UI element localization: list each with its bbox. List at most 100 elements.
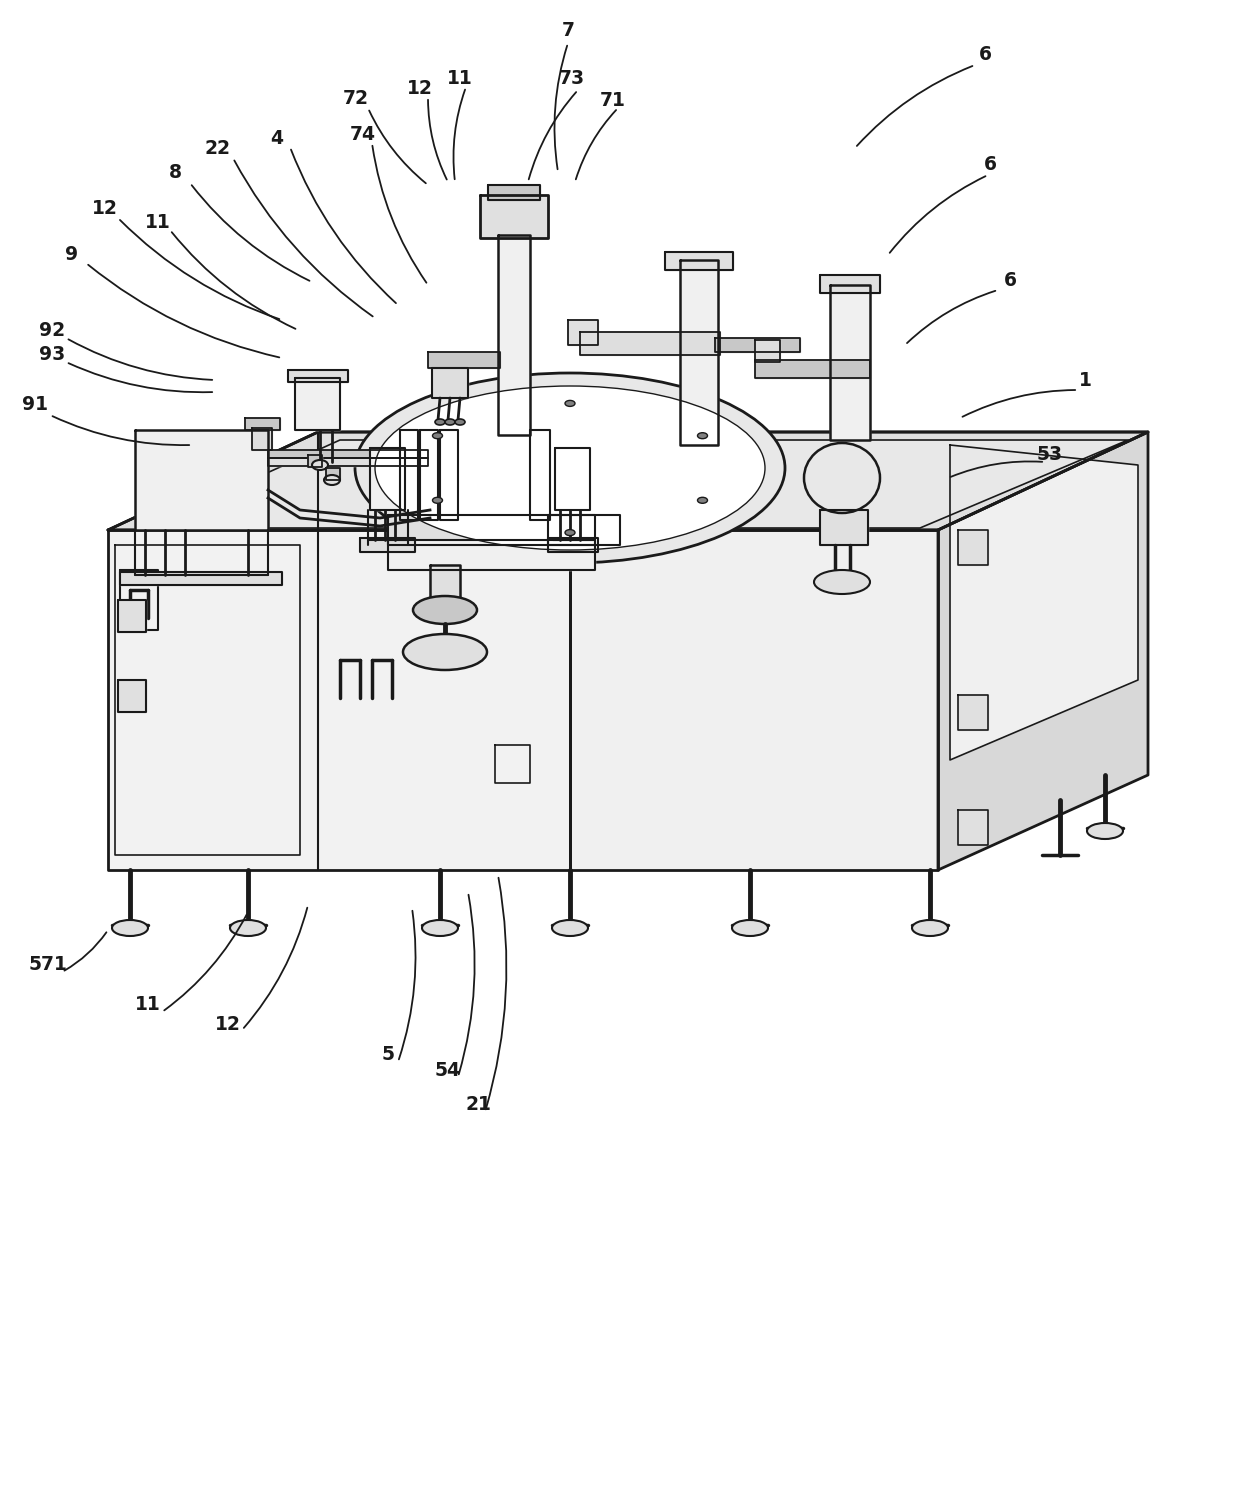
Polygon shape bbox=[570, 530, 937, 870]
Ellipse shape bbox=[433, 498, 443, 503]
Ellipse shape bbox=[1087, 823, 1123, 840]
Polygon shape bbox=[665, 252, 733, 270]
Ellipse shape bbox=[565, 400, 575, 406]
Polygon shape bbox=[120, 572, 281, 586]
Ellipse shape bbox=[565, 529, 575, 536]
Ellipse shape bbox=[112, 920, 148, 937]
Ellipse shape bbox=[445, 418, 455, 424]
Ellipse shape bbox=[312, 460, 329, 471]
Text: 4: 4 bbox=[270, 128, 284, 148]
Polygon shape bbox=[580, 332, 720, 356]
Polygon shape bbox=[108, 432, 1148, 530]
Text: 71: 71 bbox=[600, 91, 626, 109]
Text: 8: 8 bbox=[169, 163, 181, 182]
Text: 1: 1 bbox=[1079, 371, 1091, 390]
Text: 12: 12 bbox=[215, 1016, 241, 1034]
Polygon shape bbox=[118, 680, 146, 713]
Ellipse shape bbox=[403, 633, 487, 669]
Ellipse shape bbox=[374, 385, 765, 550]
Polygon shape bbox=[360, 538, 415, 551]
Text: 73: 73 bbox=[559, 69, 585, 88]
Text: 5: 5 bbox=[382, 1046, 394, 1065]
Polygon shape bbox=[489, 185, 539, 200]
Text: 11: 11 bbox=[145, 212, 171, 232]
Text: 7: 7 bbox=[562, 21, 574, 39]
Ellipse shape bbox=[732, 920, 768, 937]
Text: 53: 53 bbox=[1037, 445, 1063, 465]
Polygon shape bbox=[820, 509, 868, 545]
Text: 92: 92 bbox=[38, 321, 64, 339]
Polygon shape bbox=[715, 338, 800, 353]
Polygon shape bbox=[432, 368, 467, 397]
Text: 6: 6 bbox=[983, 155, 997, 175]
Ellipse shape bbox=[813, 571, 870, 595]
Ellipse shape bbox=[552, 920, 588, 937]
Polygon shape bbox=[268, 459, 428, 466]
Polygon shape bbox=[568, 320, 598, 345]
Text: 11: 11 bbox=[135, 995, 161, 1014]
Ellipse shape bbox=[355, 374, 785, 563]
Polygon shape bbox=[830, 285, 870, 441]
Polygon shape bbox=[548, 515, 620, 545]
Polygon shape bbox=[959, 530, 988, 565]
Polygon shape bbox=[680, 260, 718, 445]
Text: 571: 571 bbox=[29, 956, 67, 974]
Ellipse shape bbox=[422, 920, 458, 937]
Polygon shape bbox=[246, 418, 280, 430]
Ellipse shape bbox=[698, 498, 708, 503]
Ellipse shape bbox=[804, 444, 880, 512]
Polygon shape bbox=[145, 441, 1128, 527]
Text: 11: 11 bbox=[448, 69, 472, 88]
Polygon shape bbox=[529, 430, 551, 520]
Text: 54: 54 bbox=[435, 1061, 461, 1080]
Text: 21: 21 bbox=[465, 1095, 491, 1115]
Polygon shape bbox=[556, 448, 590, 509]
Polygon shape bbox=[428, 353, 500, 368]
Polygon shape bbox=[326, 468, 340, 480]
Polygon shape bbox=[440, 430, 458, 520]
Text: 93: 93 bbox=[38, 345, 66, 365]
Polygon shape bbox=[959, 810, 988, 846]
Polygon shape bbox=[480, 196, 548, 238]
Polygon shape bbox=[548, 538, 598, 551]
Ellipse shape bbox=[435, 418, 445, 424]
Polygon shape bbox=[135, 430, 268, 530]
Text: 91: 91 bbox=[22, 396, 48, 414]
Polygon shape bbox=[288, 371, 348, 382]
Ellipse shape bbox=[229, 920, 267, 937]
Polygon shape bbox=[370, 448, 405, 509]
Polygon shape bbox=[108, 530, 570, 870]
Polygon shape bbox=[498, 235, 529, 435]
Polygon shape bbox=[120, 571, 157, 630]
Ellipse shape bbox=[698, 433, 708, 439]
Polygon shape bbox=[401, 430, 418, 520]
Ellipse shape bbox=[455, 418, 465, 424]
Polygon shape bbox=[820, 275, 880, 293]
Polygon shape bbox=[118, 601, 146, 632]
Ellipse shape bbox=[911, 920, 949, 937]
Text: 6: 6 bbox=[1003, 270, 1017, 290]
Polygon shape bbox=[430, 565, 460, 608]
Text: 12: 12 bbox=[92, 199, 118, 218]
Text: 6: 6 bbox=[978, 45, 992, 64]
Text: 12: 12 bbox=[407, 79, 433, 97]
Polygon shape bbox=[268, 450, 428, 459]
Polygon shape bbox=[388, 539, 595, 571]
Ellipse shape bbox=[324, 475, 340, 486]
Polygon shape bbox=[108, 432, 1148, 530]
Polygon shape bbox=[495, 746, 529, 783]
Polygon shape bbox=[755, 341, 780, 362]
Polygon shape bbox=[959, 695, 988, 731]
Ellipse shape bbox=[413, 596, 477, 624]
Polygon shape bbox=[950, 445, 1138, 760]
Ellipse shape bbox=[433, 433, 443, 439]
Text: 22: 22 bbox=[205, 139, 231, 157]
Polygon shape bbox=[252, 427, 272, 450]
Text: 74: 74 bbox=[350, 125, 376, 145]
Text: 72: 72 bbox=[343, 88, 370, 108]
Text: 9: 9 bbox=[66, 245, 78, 264]
Polygon shape bbox=[115, 545, 300, 855]
Polygon shape bbox=[755, 360, 870, 378]
Polygon shape bbox=[308, 456, 322, 468]
Polygon shape bbox=[937, 432, 1148, 870]
